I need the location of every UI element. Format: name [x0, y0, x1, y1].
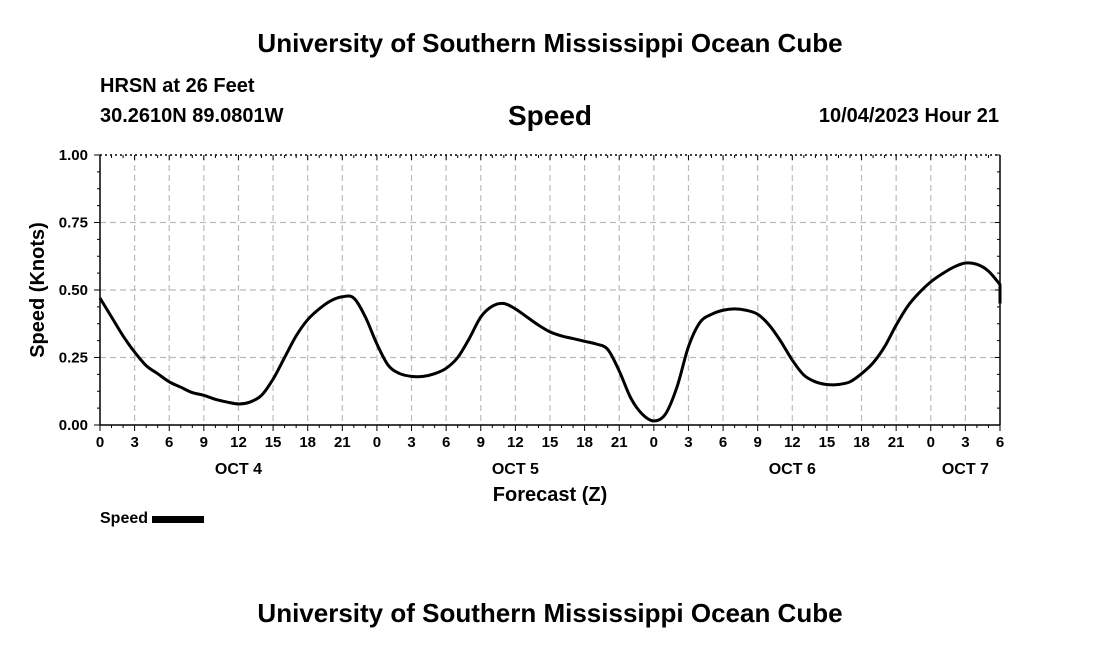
chart-main-title: University of Southern Mississippi Ocean… — [257, 28, 843, 58]
footer-title: University of Southern Mississippi Ocean… — [257, 598, 843, 628]
x-tick-label: 12 — [230, 434, 247, 451]
x-tick-label: 6 — [719, 434, 727, 451]
x-tick-label: 6 — [165, 434, 173, 451]
x-tick-label: 15 — [819, 434, 836, 451]
x-tick-label: 9 — [200, 434, 208, 451]
day-label: OCT 6 — [769, 461, 816, 478]
x-tick-label: 21 — [334, 434, 351, 451]
grid — [100, 155, 1000, 425]
axes — [94, 154, 1001, 431]
chart-title: Speed — [507, 100, 593, 131]
y-tick-label: 0.00 — [59, 417, 88, 434]
x-axis-label: Forecast (Z) — [493, 484, 607, 506]
y-tick-label: 1.00 — [59, 147, 88, 164]
x-tick-label: 3 — [130, 434, 138, 451]
x-tick-label: 9 — [754, 434, 762, 451]
x-tick-label: 0 — [650, 434, 658, 451]
y-tick-label: 0.50 — [59, 282, 88, 299]
x-tick-label: 6 — [996, 434, 1004, 451]
x-tick-label: 0 — [927, 434, 935, 451]
x-tick-label: 6 — [442, 434, 450, 451]
coordinates-label: 30.2610N 89.0801W — [100, 105, 284, 127]
x-tick-label: 18 — [576, 434, 593, 451]
station-label: HRSN at 26 Feet — [100, 75, 255, 97]
x-tick-label: 15 — [265, 434, 282, 451]
x-tick-label: 21 — [888, 434, 905, 451]
speed-series-line — [98, 261, 1002, 423]
x-tick-label: 18 — [853, 434, 870, 451]
x-tick-label: 3 — [684, 434, 692, 451]
x-tick-label: 9 — [477, 434, 485, 451]
day-label: OCT 4 — [215, 461, 262, 478]
x-tick-label: 12 — [507, 434, 524, 451]
labels-layer: 0 3 6 9 12 15 18 21 0 3 6 9 12 15 18 21 0 3 6 9 12 15 18 21 0 3 6O… — [27, 147, 1004, 506]
x-tick-label: 12 — [784, 434, 801, 451]
y-tick-label: 0.75 — [59, 215, 88, 232]
day-label: OCT 7 — [942, 461, 989, 478]
x-tick-label: 21 — [611, 434, 628, 451]
x-tick-label: 0 — [96, 434, 104, 451]
legend: Speed — [100, 510, 205, 528]
date-label: 10/04/2023 Hour 21 — [818, 105, 999, 127]
x-tick-label: 0 — [373, 434, 381, 451]
day-label: OCT 5 — [492, 461, 539, 478]
y-axis-label: Speed (Knots) — [27, 222, 49, 358]
legend-line-swatch — [152, 515, 205, 523]
x-tick-label: 15 — [542, 434, 559, 451]
y-tick-label: 0.25 — [59, 350, 88, 367]
legend-label: Speed — [100, 510, 149, 527]
x-tick-label: 3 — [407, 434, 415, 451]
x-tick-label: 3 — [961, 434, 969, 451]
series-layer — [98, 261, 1002, 423]
x-tick-label: 18 — [299, 434, 316, 451]
